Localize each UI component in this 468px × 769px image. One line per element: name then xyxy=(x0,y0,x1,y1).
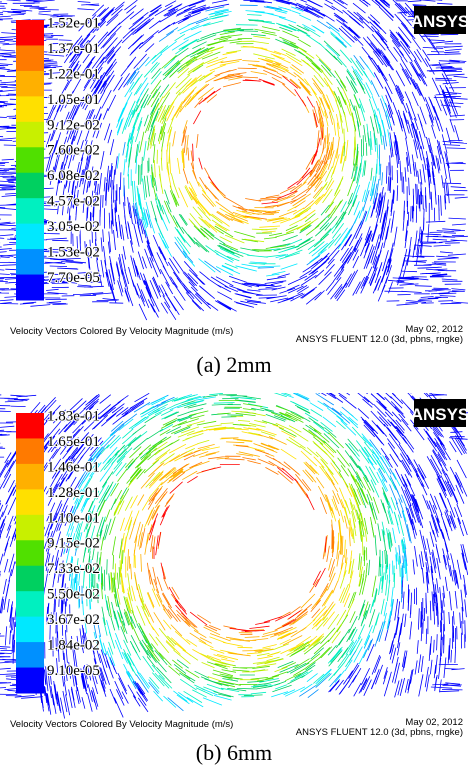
legend-label: 7.60e-02 xyxy=(47,143,100,159)
legend-label: 1.05e-01 xyxy=(47,92,100,108)
legend-label: 1.53e-02 xyxy=(47,245,100,261)
logo-box xyxy=(414,6,466,34)
legend-label: 5.50e-02 xyxy=(47,587,100,603)
cylinder xyxy=(200,85,310,195)
legend-swatch xyxy=(16,642,44,669)
velocity-vectors xyxy=(192,75,323,205)
footer-left: Velocity Vectors Colored By Velocity Mag… xyxy=(10,719,233,730)
legend-swatch xyxy=(16,147,44,174)
legend-swatch xyxy=(16,667,44,694)
logo: ANSYS xyxy=(411,405,468,424)
cylinder xyxy=(162,467,318,623)
legend-swatch xyxy=(16,514,44,541)
legend-swatch xyxy=(16,172,44,199)
legend-label: 1.10e-01 xyxy=(47,510,100,526)
legend-label: 4.57e-02 xyxy=(47,194,100,210)
legend-swatch xyxy=(16,45,44,72)
legend-swatch xyxy=(16,20,44,46)
footer-version: ANSYS FLUENT 12.0 (3d, pbns, rngke) xyxy=(296,727,463,738)
legend-swatch xyxy=(16,438,44,465)
legend-swatch xyxy=(16,489,44,516)
logo-box xyxy=(414,399,466,427)
legend-label: 1.46e-01 xyxy=(47,459,100,475)
caption: (a) 2mm xyxy=(196,352,271,376)
legend-label: 1.37e-01 xyxy=(47,41,100,57)
legend-label: 1.83e-01 xyxy=(47,408,100,424)
legend-swatch xyxy=(16,121,44,148)
panel: 1.52e-01 1.37e-01 1.22e-01 1.05e-01 9.12e-02… xyxy=(0,0,468,376)
velocity-vectors xyxy=(140,445,335,636)
caption: (b) 6mm xyxy=(196,740,272,765)
legend-label: 7.33e-02 xyxy=(47,561,100,577)
footer-date: May 02, 2012 xyxy=(405,717,463,728)
legend-label: 3.67e-02 xyxy=(47,612,100,628)
legend-label: 9.10e-05 xyxy=(47,663,100,679)
velocity-vectors xyxy=(148,464,327,632)
legend-label: 7.70e-05 xyxy=(47,270,100,286)
footer-left: Velocity Vectors Colored By Velocity Mag… xyxy=(10,326,233,337)
legend-label: 1.52e-01 xyxy=(47,15,100,31)
legend-label: 1.28e-01 xyxy=(47,485,100,501)
panel: 1.83e-01 1.65e-01 1.46e-01 1.28e-01 1.10e-01… xyxy=(0,393,468,765)
legend-swatch xyxy=(16,70,44,97)
velocity-vectors xyxy=(94,400,380,688)
footer-date: May 02, 2012 xyxy=(405,324,463,335)
legend-swatch xyxy=(16,565,44,592)
legend-label: 6.08e-02 xyxy=(47,168,100,184)
legend-label: 9.12e-02 xyxy=(47,117,100,133)
legend-label: 9.15e-02 xyxy=(47,536,100,552)
legend-swatch xyxy=(16,463,44,490)
legend-swatch xyxy=(16,223,44,250)
legend-swatch xyxy=(16,249,44,276)
logo: ANSYS xyxy=(411,12,468,31)
velocity-vectors xyxy=(0,393,468,719)
legend-swatch xyxy=(16,591,44,618)
velocity-vectors xyxy=(120,424,359,662)
velocity-vectors xyxy=(172,58,340,224)
legend-swatch xyxy=(16,96,44,123)
legend-label: 1.65e-01 xyxy=(47,434,100,450)
legend-label: 3.05e-02 xyxy=(47,219,100,235)
legend-label: 1.22e-01 xyxy=(47,66,100,82)
velocity-vectors xyxy=(149,35,356,244)
legend-swatch xyxy=(16,198,44,225)
legend-swatch xyxy=(16,540,44,567)
velocity-vectors xyxy=(74,393,405,703)
legend-swatch xyxy=(16,413,44,439)
footer-version: ANSYS FLUENT 12.0 (3d, pbns, rngke) xyxy=(296,334,463,345)
legend-swatch xyxy=(16,616,44,643)
legend-label: 1.84e-02 xyxy=(47,638,100,654)
legend-swatch xyxy=(16,274,44,301)
velocity-vectors xyxy=(127,434,351,657)
